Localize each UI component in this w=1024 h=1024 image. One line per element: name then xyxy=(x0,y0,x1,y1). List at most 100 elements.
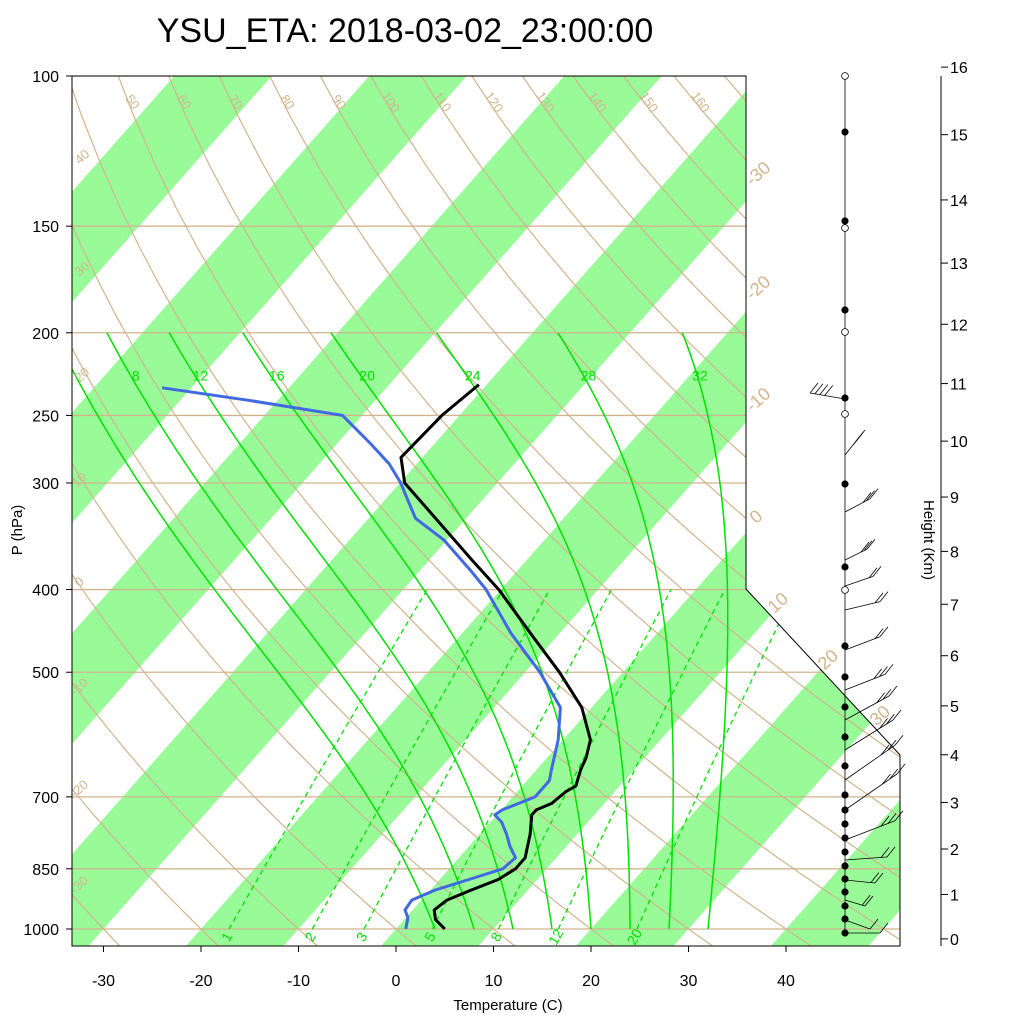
wind-level-dot xyxy=(841,791,849,799)
height-tick-label: 15 xyxy=(950,128,968,145)
y-tick-label: 100 xyxy=(32,69,59,86)
wind-barb-feather xyxy=(866,538,876,550)
mixing-ratio-line xyxy=(497,589,672,930)
dry-adiabat xyxy=(0,57,22,947)
wind-barb-feather xyxy=(880,847,890,858)
wind-barb-feather xyxy=(862,492,872,503)
height-tick-label: 3 xyxy=(950,795,959,812)
moist-adiabat xyxy=(106,332,475,930)
wind-barb-shaft xyxy=(809,392,846,400)
wind-barb-feather xyxy=(880,744,890,756)
mixing-ratio-line xyxy=(557,589,726,930)
wind-level-dot xyxy=(841,888,849,896)
dry-adiabat-label: 80 xyxy=(277,92,298,112)
wind-barb xyxy=(844,810,904,841)
y-tick-label: 850 xyxy=(32,862,59,879)
dry-adiabat xyxy=(72,76,418,946)
x-tick-label: -20 xyxy=(189,973,212,990)
wind-level-dot xyxy=(841,673,849,681)
wind-barb-feather xyxy=(814,383,824,395)
wind-barb-feather xyxy=(882,689,892,700)
isotherm-label: 30 xyxy=(866,701,894,729)
wind-barb-shaft xyxy=(844,719,894,751)
isotherm-label: -30 xyxy=(742,157,775,189)
y-tick-label: 500 xyxy=(32,665,59,682)
axes: -30 -20 -10 0 10 20 30 401001502002503004005007… xyxy=(23,69,795,990)
wind-barb-shaft xyxy=(844,919,871,930)
plot-background xyxy=(72,76,900,946)
dry-adiabat-label: 160 xyxy=(688,89,713,115)
wind-barb-feather xyxy=(887,813,897,824)
wind-barb-feather xyxy=(864,895,874,907)
wind-barb-feather xyxy=(879,666,888,677)
plot-border xyxy=(71,75,901,947)
wind-level-dot xyxy=(841,642,849,650)
y-tick-label: 300 xyxy=(32,476,59,493)
wind-level-dot xyxy=(841,820,849,828)
wind-barb xyxy=(844,846,896,861)
x-tick-label: 20 xyxy=(582,973,600,990)
wind-barb-feather xyxy=(870,872,880,883)
wind-barb-feather xyxy=(887,739,897,751)
moist-adiabat xyxy=(242,332,553,930)
wind-barb xyxy=(844,626,889,651)
wind-barb-feather xyxy=(886,846,896,858)
wind-level-open-dot xyxy=(841,72,849,80)
wind-barb xyxy=(844,664,894,691)
wind-level-dot xyxy=(841,703,849,711)
dry-adiabat-label: 60 xyxy=(174,92,195,112)
wind-level-dot xyxy=(841,394,849,402)
y-tick-label: 200 xyxy=(32,326,59,343)
wind-level-open-dot xyxy=(841,224,849,232)
wind-barb-feather xyxy=(879,591,889,602)
wind-barb-feather xyxy=(860,541,870,553)
wind-barb xyxy=(844,429,866,456)
wind-barb-feather xyxy=(869,488,879,500)
wind-barb-feather xyxy=(872,566,882,577)
isotherm-band xyxy=(575,76,900,946)
height-tick-label: 9 xyxy=(950,490,959,507)
moist-adiabat xyxy=(168,332,514,930)
wind-barb-feather xyxy=(896,763,906,775)
wind-barb xyxy=(809,382,846,400)
dry-adiabat xyxy=(72,76,814,946)
mixing-ratio-label: 2 xyxy=(301,929,319,944)
wind-barb-shaft xyxy=(844,899,866,907)
wind-barb xyxy=(844,685,898,721)
wind-barb xyxy=(844,763,906,811)
moist-adiabat xyxy=(72,332,436,930)
wind-barb-feather xyxy=(885,713,895,725)
height-tick-label: 14 xyxy=(950,193,968,210)
height-tick-label: 5 xyxy=(950,699,959,716)
wind-barb-feather xyxy=(880,815,890,827)
dewpoint-line xyxy=(161,386,562,930)
height-tick-label: 13 xyxy=(950,256,968,273)
dry-adiabat xyxy=(209,76,900,946)
dry-adiabat xyxy=(72,76,221,946)
wind-level-dot xyxy=(841,834,849,842)
wind-barb-shaft xyxy=(844,576,874,587)
isotherm-label: 20 xyxy=(814,645,842,673)
wind-barb-feather xyxy=(873,668,883,680)
isotherm-label: -20 xyxy=(742,271,775,303)
height-tick-label: 6 xyxy=(950,649,959,666)
height-tick-label: 10 xyxy=(950,434,968,451)
isotherm-label: 0 xyxy=(746,506,767,528)
x-tick-label: 0 xyxy=(392,973,401,990)
mixing-ratio-label: 3 xyxy=(353,929,371,944)
chart-title: YSU_ETA: 2018-03-02_23:00:00 xyxy=(157,12,654,50)
wind-barb-feather xyxy=(868,567,878,578)
wind-barb-feather xyxy=(888,685,898,697)
wind-level-dot xyxy=(841,480,849,488)
wind-level-dot xyxy=(841,217,849,225)
wind-barb-feather xyxy=(874,628,884,639)
y-tick-label: 1000 xyxy=(23,922,59,939)
y-tick-label: 250 xyxy=(32,408,59,425)
mixing-ratio-line xyxy=(228,589,428,930)
wind-barb-feather xyxy=(824,385,834,396)
wind-barb-feather xyxy=(882,773,891,785)
x-tick-label: 40 xyxy=(777,973,795,990)
wind-level-dot xyxy=(841,762,849,770)
isotherm-band xyxy=(72,76,484,946)
